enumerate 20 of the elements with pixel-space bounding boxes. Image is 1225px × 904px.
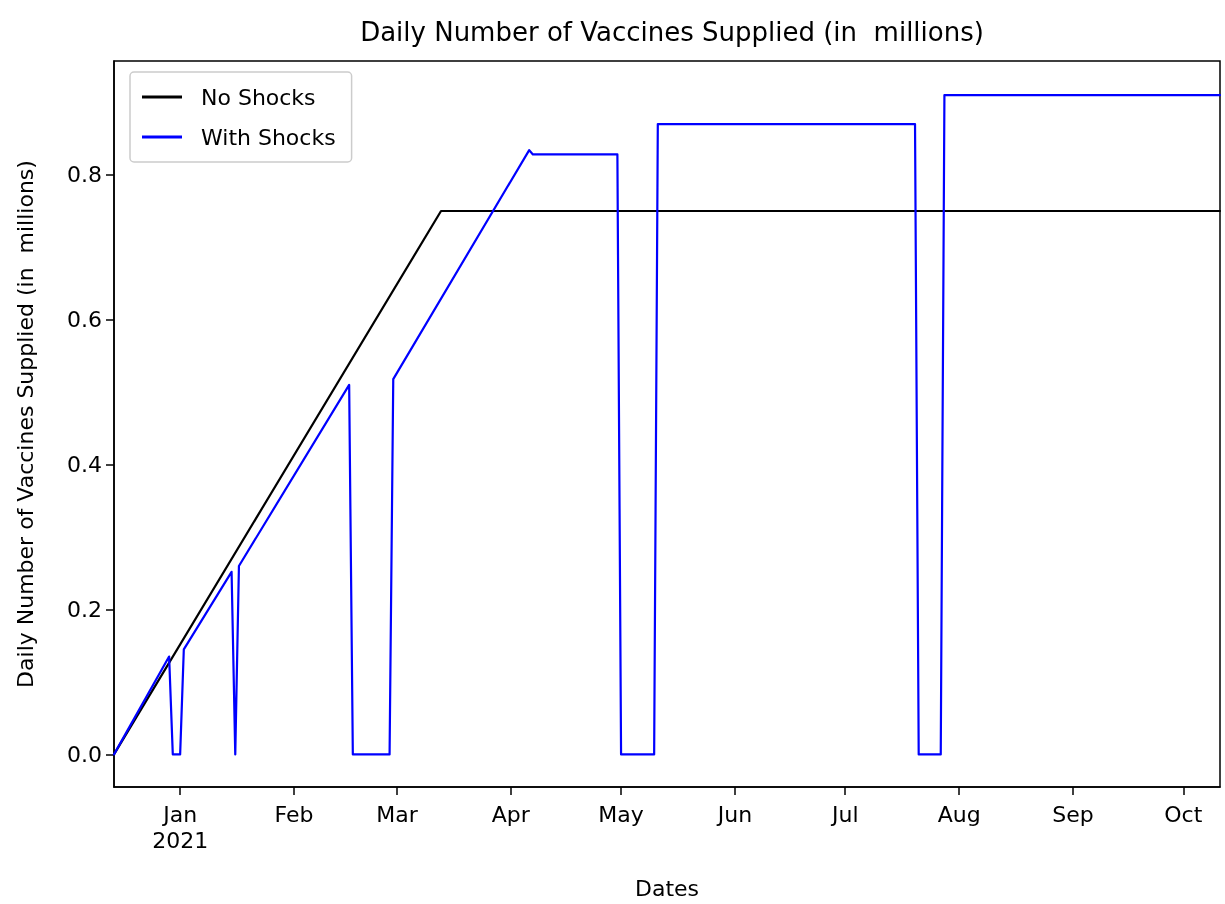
- chart-title: Daily Number of Vaccines Supplied (in millions): [360, 17, 984, 47]
- x-tick-label: Oct: [1164, 801, 1203, 827]
- y-axis-title: Daily Number of Vaccines Supplied (in millions): [12, 160, 38, 688]
- y-tick-label: 0.6: [67, 307, 102, 333]
- x-tick-label: Jul: [829, 801, 859, 827]
- legend-label: No Shocks: [201, 84, 316, 110]
- y-tick-label: 0.0: [67, 741, 102, 767]
- y-tick-label: 0.4: [67, 452, 102, 478]
- y-tick-label: 0.2: [67, 596, 102, 622]
- x-tick-label: May: [598, 801, 644, 827]
- x-tick-label: Apr: [491, 801, 531, 827]
- x-tick-label: Sep: [1052, 801, 1094, 827]
- legend-label: With Shocks: [201, 124, 336, 150]
- x-axis-title: Dates: [634, 875, 700, 901]
- x-tick-label: Aug: [937, 801, 981, 827]
- y-tick-label: 0.8: [67, 162, 102, 188]
- x-tick-label: Feb: [274, 801, 314, 827]
- x-tick-label: Jan 2021: [152, 801, 209, 853]
- x-tick-label: Jun: [715, 801, 753, 827]
- x-tick-label: Mar: [376, 801, 419, 827]
